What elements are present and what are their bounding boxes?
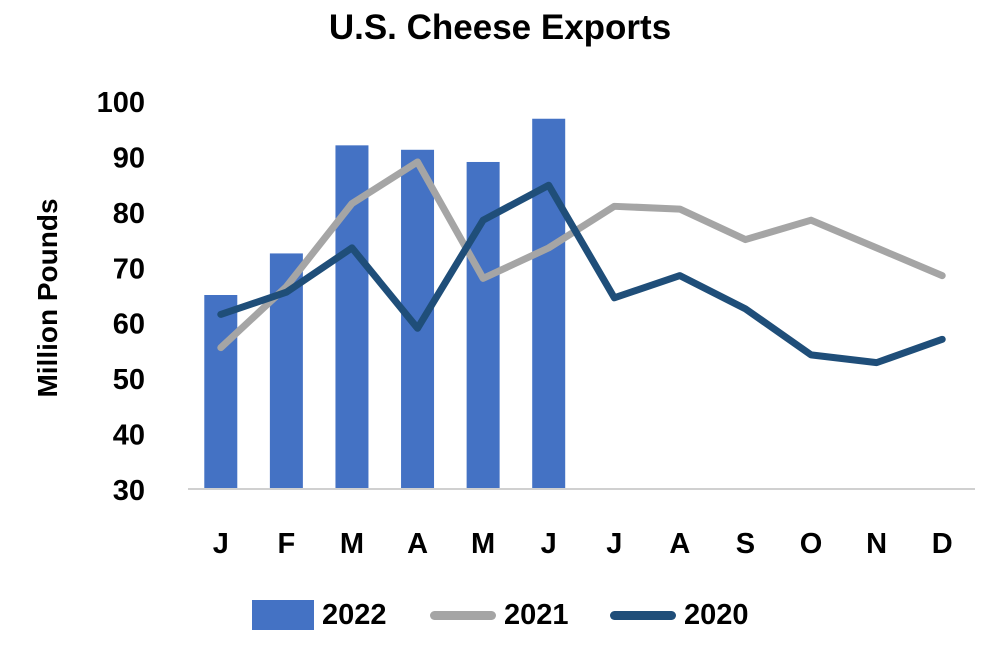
y-tick-label: 90 [113, 142, 145, 174]
chart-title: U.S. Cheese Exports [328, 8, 672, 47]
x-tick-label: J [541, 528, 557, 560]
legend: 2022 2021 2020 [0, 590, 1000, 640]
bar-2022 [532, 118, 566, 489]
x-tick-label: S [736, 528, 755, 560]
legend-item-2022: 2022 [252, 590, 387, 640]
line-2021 [217, 158, 946, 352]
legend-item-2020: 2020 [610, 590, 749, 640]
bar-2022 [204, 295, 238, 489]
x-tick-label: M [340, 528, 364, 560]
line-2020 [217, 181, 946, 367]
x-tick-label: J [606, 528, 622, 560]
legend-swatch-2020 [610, 610, 676, 620]
legend-label-2022: 2022 [322, 598, 387, 631]
y-tick-label: 50 [113, 364, 145, 396]
legend-swatch-2021 [430, 610, 496, 620]
x-tick-label: J [213, 528, 229, 560]
legend-label-2021: 2021 [504, 598, 569, 631]
legend-label-2020: 2020 [684, 598, 749, 631]
y-tick-label: 40 [113, 420, 145, 452]
y-tick-label: 80 [113, 198, 145, 230]
x-tick-label: M [471, 528, 495, 560]
y-tick-label: 70 [113, 253, 145, 285]
y-tick-label: 30 [113, 475, 145, 507]
x-tick-label: F [278, 528, 296, 560]
legend-swatch-2022 [252, 600, 314, 630]
y-tick-label: 60 [113, 309, 145, 341]
chart-plot: 30 40 50 60 70 80 90 100 J F M A M J J A S O N D [97, 87, 975, 560]
x-tick-label: N [866, 528, 887, 560]
y-tick-label: 100 [97, 87, 145, 119]
x-tick-label: A [669, 528, 690, 560]
x-tick-label: D [932, 528, 953, 560]
legend-item-2021: 2021 [430, 590, 569, 640]
x-tick-label: O [800, 528, 823, 560]
x-tick-label: A [407, 528, 428, 560]
